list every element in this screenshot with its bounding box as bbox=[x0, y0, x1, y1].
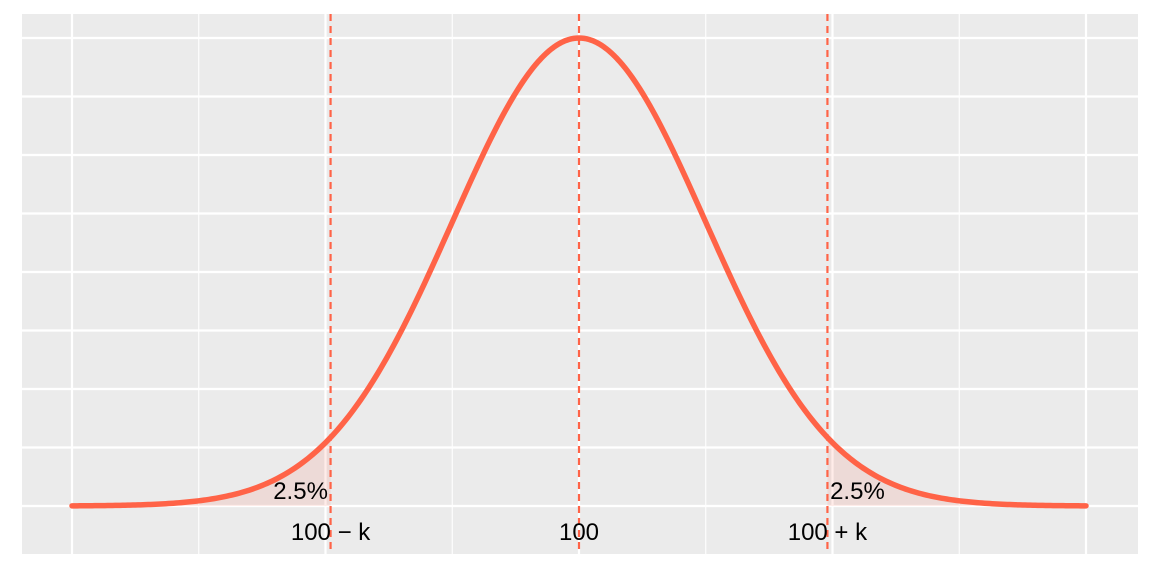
density-curve bbox=[69, 35, 1089, 509]
tail-percentage-label: 2.5% bbox=[830, 478, 885, 505]
reference-line-label: 100 + k bbox=[788, 519, 868, 546]
chart-labels: 2.5% 2.5% 100 − k 100 100 + k bbox=[273, 478, 885, 546]
reference-lines bbox=[329, 14, 829, 554]
reference-line-label: 100 − k bbox=[291, 519, 371, 546]
tail-area bbox=[827, 437, 1086, 506]
shaded-tails bbox=[72, 437, 1086, 506]
tail-area bbox=[72, 437, 331, 506]
tail-percentage-label: 2.5% bbox=[273, 478, 328, 505]
reference-line-label: 100 bbox=[559, 519, 599, 546]
